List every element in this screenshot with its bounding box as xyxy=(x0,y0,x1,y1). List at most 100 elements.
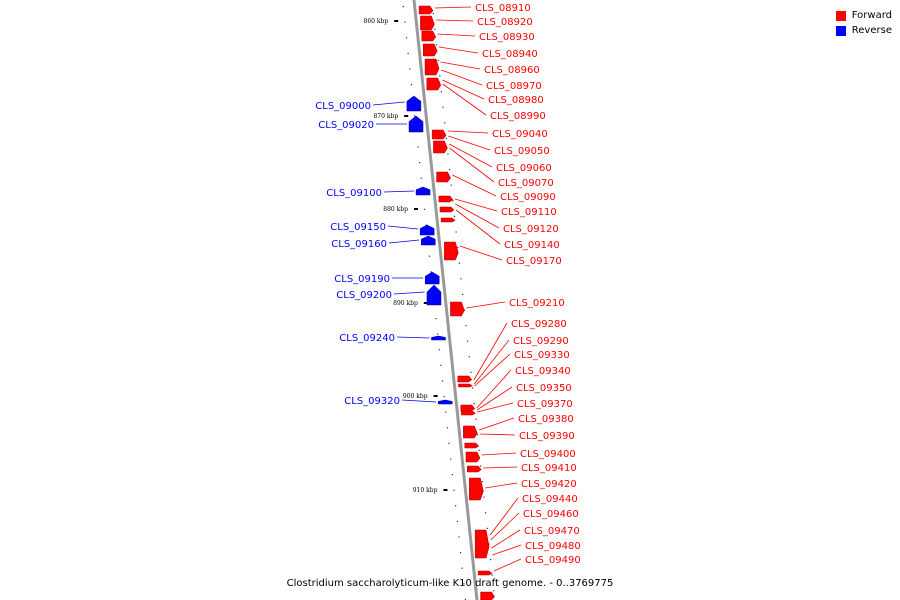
forward-gene-glyph xyxy=(418,5,434,15)
minor-dot xyxy=(432,13,434,15)
minor-dot xyxy=(417,146,419,148)
forward-gene-glyph xyxy=(464,442,480,449)
minor-dot xyxy=(455,505,457,507)
forward-leader-line xyxy=(459,245,503,261)
forward-leader-line xyxy=(491,529,521,549)
forward-leader-line xyxy=(474,339,510,385)
forward-gene-label: CLS_08960 xyxy=(484,65,540,76)
minor-dot xyxy=(444,122,446,124)
reverse-gene-glyph xyxy=(406,95,422,112)
minor-dot xyxy=(449,169,451,171)
minor-dot xyxy=(451,474,453,476)
genes-layer xyxy=(406,5,495,600)
minor-dot xyxy=(423,208,426,210)
forward-gene-label: CLS_08980 xyxy=(488,95,544,106)
minor-dot xyxy=(458,536,460,538)
minor-dot xyxy=(493,590,495,592)
minor-dot xyxy=(475,418,477,420)
minor-dot xyxy=(471,387,474,389)
forward-leader-line xyxy=(434,6,472,9)
forward-leader-line xyxy=(466,301,506,309)
reverse-gene-label: CLS_09100 xyxy=(326,188,382,199)
minor-dot xyxy=(428,255,431,257)
forward-leader-line xyxy=(455,203,500,229)
minor-dot xyxy=(430,271,432,273)
minor-dot xyxy=(461,567,463,569)
legend: Forward Reverse xyxy=(835,8,892,38)
minor-dot xyxy=(446,427,449,429)
minor-dot xyxy=(420,177,422,179)
minor-dot xyxy=(455,231,457,233)
forward-leader-line xyxy=(454,198,498,212)
forward-leader-line xyxy=(483,466,518,469)
reverse-gene-label: CLS_09160 xyxy=(331,239,387,250)
minor-dot xyxy=(464,598,467,600)
labels-layer: CLS_08910 CLS_08920 CLS_08930 CLS_08940 CLS_… xyxy=(315,3,581,572)
forward-gene-glyph xyxy=(444,241,459,261)
forward-gene-glyph xyxy=(433,140,448,154)
minor-dot xyxy=(442,106,444,108)
forward-gene-label: CLS_08990 xyxy=(490,111,546,122)
forward-leader-line xyxy=(448,135,491,151)
reverse-gene-label: CLS_09150 xyxy=(330,222,386,233)
minor-dot xyxy=(407,52,409,54)
forward-leader-line xyxy=(493,558,522,572)
forward-leader-line xyxy=(436,19,474,22)
minor-dot xyxy=(435,318,437,320)
minor-dot xyxy=(453,489,455,491)
minor-dot xyxy=(445,137,447,139)
tick-label: 880 kbp xyxy=(383,206,408,213)
forward-gene-label: CLS_09410 xyxy=(521,463,577,474)
forward-gene-label: CLS_09060 xyxy=(496,163,552,174)
reverse-gene-glyph xyxy=(426,284,442,306)
forward-gene-glyph xyxy=(450,301,465,317)
forward-leader-line xyxy=(442,79,485,100)
forward-leader-line xyxy=(490,512,520,541)
forward-leader-line xyxy=(438,46,479,54)
minor-dot xyxy=(478,449,480,451)
reverse-leader-line xyxy=(372,101,405,106)
minor-dot xyxy=(440,91,443,93)
minor-dot xyxy=(409,68,411,70)
reverse-gene-glyph xyxy=(424,271,440,285)
tick-mark xyxy=(433,395,438,397)
minor-dot xyxy=(402,6,404,8)
minor-dot xyxy=(440,364,442,366)
forward-gene-label: CLS_09170 xyxy=(506,256,562,267)
forward-gene-label: CLS_09380 xyxy=(518,414,574,425)
reverse-leader-line xyxy=(383,190,415,193)
forward-gene-glyph xyxy=(461,410,476,416)
forward-gene-label: CLS_08970 xyxy=(486,81,542,92)
forward-gene-glyph xyxy=(480,591,495,600)
genome-axis xyxy=(412,0,479,600)
genome-caption: Clostridium saccharolyticum-like K10 dra… xyxy=(286,578,614,589)
minor-dot xyxy=(488,543,490,545)
minor-dot xyxy=(459,552,462,554)
forward-gene-label: CLS_08930 xyxy=(479,32,535,43)
tick-label: 900 kbp xyxy=(403,393,428,400)
forward-leader-line xyxy=(441,69,483,86)
forward-gene-label: CLS_09480 xyxy=(525,541,581,552)
forward-gene-label: CLS_09050 xyxy=(494,146,550,157)
reverse-gene-label: CLS_09240 xyxy=(339,333,395,344)
forward-gene-glyph xyxy=(436,171,451,183)
forward-gene-glyph xyxy=(457,375,473,383)
forward-leader-line xyxy=(437,33,476,37)
forward-gene-label: CLS_09210 xyxy=(509,298,565,309)
forward-gene-label: CLS_09280 xyxy=(511,319,567,330)
forward-gene-label: CLS_09120 xyxy=(503,224,559,235)
forward-leader-line xyxy=(492,544,522,556)
forward-gene-glyph xyxy=(438,195,454,203)
forward-gene-glyph xyxy=(426,77,442,91)
reverse-gene-label: CLS_09200 xyxy=(336,290,392,301)
minor-dot xyxy=(445,411,447,413)
forward-gene-glyph xyxy=(439,206,455,213)
legend-forward: Forward xyxy=(835,8,892,23)
legend-reverse-label: Reverse xyxy=(851,25,892,36)
tick-mark xyxy=(404,115,409,117)
legend-forward-label: Forward xyxy=(851,10,892,21)
reverse-gene-glyph xyxy=(421,235,436,246)
minor-dot xyxy=(404,21,406,23)
forward-gene-label: CLS_08940 xyxy=(482,49,538,60)
minor-dot xyxy=(439,75,441,77)
